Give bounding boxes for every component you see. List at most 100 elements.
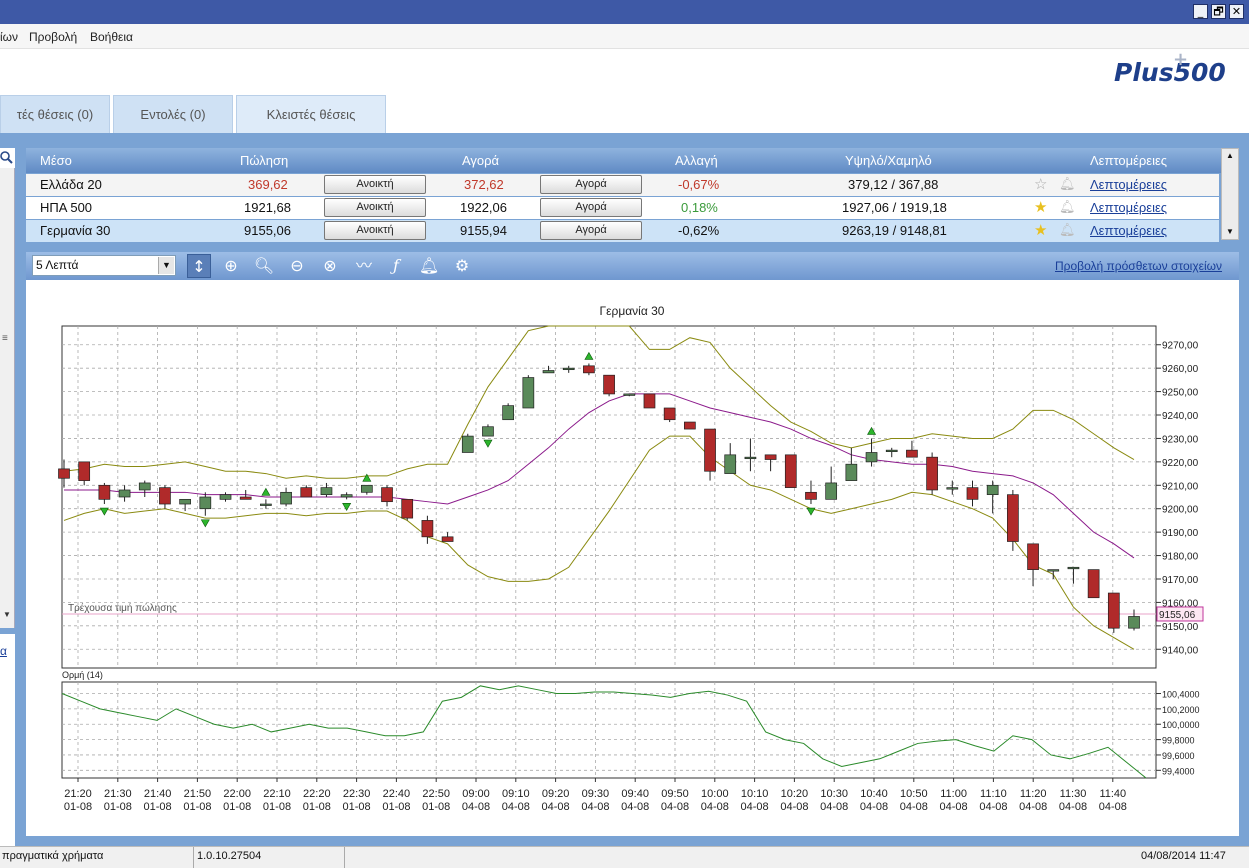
close-button[interactable]: ✕ (1229, 4, 1244, 19)
open-sell-button[interactable]: Ανοικτή (324, 198, 426, 217)
header-instrument[interactable]: Μέσο (40, 153, 72, 168)
x-tick-time: 11:40 (1099, 788, 1126, 800)
minimize-button[interactable]: _ (1193, 4, 1208, 19)
header-sell[interactable]: Πώληση (240, 153, 289, 168)
buy-button[interactable]: Αγορά (540, 198, 642, 217)
candle-body (845, 463, 858, 481)
details-link[interactable]: Λεπτομέρειες (1090, 223, 1168, 238)
buy-signal-marker (584, 351, 594, 360)
candle-body (542, 370, 555, 374)
logo-plus-icon: + (1173, 49, 1189, 70)
function-icon[interactable]: ƒ (393, 256, 399, 275)
vertical-scale-icon[interactable]: ↕ (187, 254, 211, 278)
candle-body (946, 487, 959, 490)
x-tick-time: 22:50 (422, 788, 450, 800)
indicator-plot-frame (61, 681, 1157, 779)
x-tick-time: 10:20 (781, 788, 809, 800)
chart-title: Γερμανία 30 (600, 304, 665, 318)
x-tick-time: 10:30 (820, 788, 848, 800)
change-value: -0,67% (678, 177, 720, 192)
interval-select[interactable]: 5 Λεπτά ▼ (32, 255, 176, 276)
title-bar: _ 🗗 ✕ (0, 0, 1249, 24)
open-sell-button[interactable]: Ανοικτή (324, 221, 426, 240)
y-tick-label: 9230,00 (1162, 434, 1199, 445)
chart-toolbar: 5 Λεπτά ▼ ↕ ⊕ 🔍︎ ⊖ ⊗ 〰 ƒ 🔔︎ ⚙ Προβολή πρ… (26, 252, 1239, 280)
more-items-link[interactable]: Προβολή πρόσθετων στοιχείων (1055, 259, 1223, 273)
scroll-up-icon[interactable]: ▲ (1226, 151, 1234, 160)
y-tick-label: 9150,00 (1162, 622, 1199, 633)
candle-body (1107, 592, 1120, 629)
sell-signal-marker (342, 503, 352, 511)
price-chart[interactable]: Γερμανία 30 9140,00 9150,00 9160,00 9170,00… (26, 280, 1239, 836)
high-low-value: 9263,19 / 9148,81 (842, 223, 947, 238)
candle-body (683, 421, 696, 430)
buy-button[interactable]: Αγορά (540, 175, 642, 194)
scroll-down-icon[interactable]: ▼ (1226, 227, 1234, 236)
menu-item-help[interactable]: Βοήθεια (90, 30, 133, 44)
left-scroll-down-icon[interactable]: ▼ (3, 610, 11, 619)
candle-body (482, 426, 494, 437)
restore-button[interactable]: 🗗 (1211, 4, 1226, 19)
details-link[interactable]: Λεπτομέρειες (1090, 177, 1168, 192)
x-tick-date: 04-08 (1019, 801, 1047, 813)
y-tick-label: 9220,00 (1162, 458, 1199, 469)
details-link[interactable]: Λεπτομέρειες (1090, 200, 1168, 215)
x-tick-time: 11:10 (980, 788, 1007, 800)
bell-icon[interactable]: 🔔︎ (1059, 222, 1076, 237)
buy-button[interactable]: Αγορά (540, 221, 642, 240)
change-value: -0,62% (678, 223, 720, 238)
x-tick-time: 22:00 (223, 788, 251, 800)
status-datetime: 04/08/2014 11:47 (1141, 850, 1226, 862)
change-value: 0,18% (681, 200, 718, 215)
tab-open-positions[interactable]: τές θέσεις (0) (0, 95, 110, 133)
header-details[interactable]: Λεπτομέρειες (1090, 153, 1168, 168)
y-tick-label: 100,0000 (1162, 720, 1200, 730)
search-button[interactable] (0, 148, 15, 168)
zoom-in-icon[interactable]: 🔍︎ (253, 256, 275, 275)
favorite-star-icon[interactable]: ☆ (1034, 176, 1048, 193)
menu-item-view[interactable]: Προβολή (29, 30, 78, 44)
tab-orders[interactable]: Εντολές (0) (113, 95, 233, 133)
y-tick-label: 9190,00 (1162, 528, 1199, 539)
x-tick-time: 09:20 (542, 788, 570, 800)
menu-item-positions[interactable]: ίων (0, 30, 19, 44)
buy-price: 9155,94 (460, 223, 507, 238)
candle-body (906, 449, 918, 458)
zoom-reset-icon[interactable]: ⊗ (323, 256, 337, 275)
header-buy[interactable]: Αγορά (462, 153, 500, 168)
instrument-row[interactable]: ΗΠΑ 500 1921,68 Ανοικτή 1922,06 Αγορά 0,… (26, 197, 1219, 219)
sell-signal-marker (99, 507, 109, 516)
favorite-star-icon[interactable]: ★ (1034, 199, 1048, 216)
tab-closed-positions[interactable]: Κλειστές θέσεις (236, 95, 386, 133)
candle-body (986, 484, 999, 496)
x-tick-date: 04-08 (542, 801, 570, 813)
y-tick-label: 9240,00 (1162, 411, 1199, 422)
candle-body (461, 435, 474, 453)
header-change[interactable]: Αλλαγή (675, 153, 718, 168)
settings-gear-icon[interactable]: ⚙ (454, 256, 470, 275)
line-chart-icon[interactable]: 〰 (355, 256, 372, 275)
crosshair-icon[interactable]: ⊕ (224, 256, 238, 275)
zoom-out-icon[interactable]: ⊖ (290, 256, 304, 275)
current-price-label: Τρέχουσα τιμή πώλησης (68, 602, 177, 614)
instrument-row-selected[interactable]: Γερμανία 30 9155,06 Ανοικτή 9155,94 Αγορ… (26, 220, 1219, 242)
bell-icon[interactable]: 🔔︎ (1059, 199, 1076, 214)
chevron-down-icon[interactable]: ▼ (158, 257, 174, 274)
x-tick-date: 01-08 (343, 801, 371, 813)
candle-body (421, 520, 434, 538)
grid-scrollbar[interactable]: ▲ ▼ (1221, 148, 1239, 240)
candle-body (704, 428, 716, 472)
header-high-low[interactable]: Υψηλό/Χαμηλό (845, 153, 932, 168)
instrument-row[interactable]: Ελλάδα 20 369,62 Ανοικτή 372,62 Αγορά -0… (26, 174, 1219, 196)
open-sell-button[interactable]: Ανοικτή (324, 175, 426, 194)
bell-icon[interactable]: 🔔︎ (1059, 176, 1076, 191)
buy-price: 1922,06 (460, 200, 507, 215)
favorite-star-icon[interactable]: ★ (1034, 222, 1048, 239)
x-tick-date: 01-08 (183, 801, 211, 813)
left-panel-link[interactable]: α (0, 644, 7, 658)
left-scroll-grip-icon[interactable]: ≡ (2, 333, 8, 344)
alert-bell-icon[interactable]: 🔔︎ (418, 256, 440, 275)
x-tick-time: 10:10 (741, 788, 769, 800)
menu-bar: ίων Προβολή Βοήθεια (0, 24, 1249, 49)
y-tick-label: 99,8000 (1162, 736, 1195, 746)
